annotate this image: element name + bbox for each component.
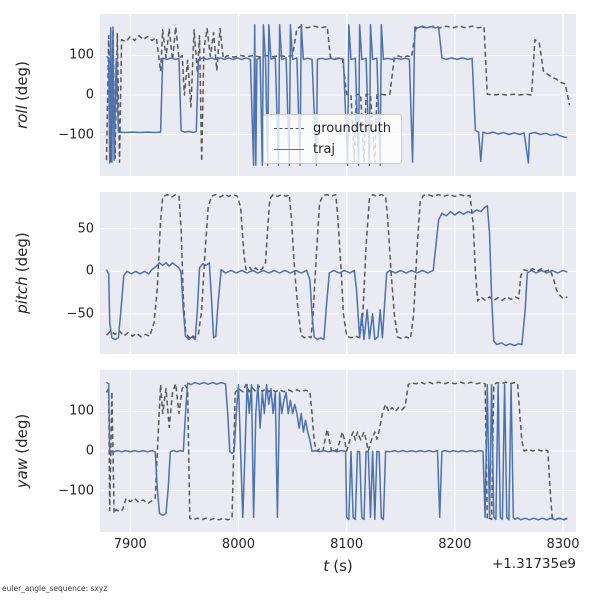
x-axis-label-var: t <box>323 557 330 575</box>
solid-line-sample-icon <box>274 149 304 150</box>
x-tick-label: 8300 <box>546 537 580 552</box>
x-tick-labels: 7900 8000 8100 8200 8300 <box>100 537 580 553</box>
legend-label-traj: traj <box>313 142 336 157</box>
x-tick-label: 8100 <box>330 537 364 552</box>
dashed-line-sample-icon <box>274 128 304 129</box>
y-tick-label: 0 <box>85 263 94 279</box>
y-tick-label: 100 <box>69 403 94 419</box>
roll-y-tick-labels: 100 0 −100 <box>4 14 94 176</box>
yaw-y-tick-labels: 100 0 −100 <box>4 370 94 532</box>
x-tick-label: 8200 <box>438 537 472 552</box>
y-tick-label: 0 <box>85 443 94 459</box>
x-tick-label: 8000 <box>221 537 256 552</box>
x-axis-label-unit: (s) <box>333 557 353 575</box>
subplot-roll: roll(deg) 100 0 −100 groundtruth traj <box>13 14 576 176</box>
pitch-y-tick-labels: 50 0 −50 <box>4 192 94 354</box>
legend-label-groundtruth: groundtruth <box>313 121 392 136</box>
x-tick-label: 7900 <box>113 537 147 552</box>
y-tick-label: −100 <box>58 483 94 498</box>
x-axis-offset-text: +1.31735e9 <box>491 556 576 572</box>
legend-entry-groundtruth: groundtruth <box>274 121 391 136</box>
subplot-yaw: yaw(deg) 100 0 −100 <box>13 370 576 532</box>
subplot-pitch: pitch(deg) 50 0 −50 <box>13 192 576 354</box>
y-tick-label: −100 <box>58 127 94 142</box>
yaw-plot-canvas <box>100 370 576 532</box>
y-tick-label: 0 <box>85 87 94 103</box>
pitch-plot-canvas <box>100 192 576 354</box>
y-tick-label: 100 <box>69 47 94 63</box>
legend: groundtruth traj <box>263 114 403 164</box>
y-tick-label: −50 <box>66 306 94 322</box>
legend-entry-traj: traj <box>274 142 391 157</box>
euler-sequence-note: euler_angle_sequence: sxyz <box>2 584 108 593</box>
y-tick-label: 50 <box>77 221 94 237</box>
x-axis-label: t (s) <box>100 557 576 575</box>
